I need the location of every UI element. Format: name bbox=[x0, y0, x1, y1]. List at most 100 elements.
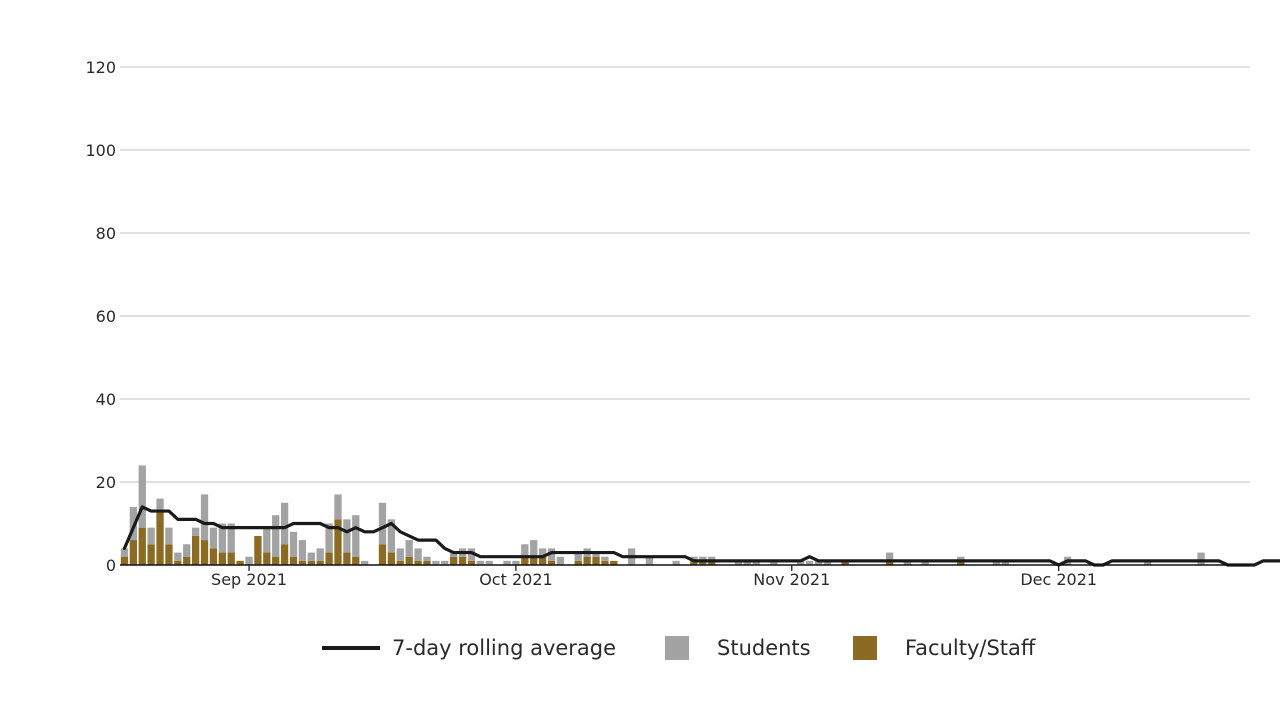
bar-students bbox=[672, 560, 680, 565]
bar-students bbox=[503, 560, 511, 565]
y-tick-label: 80 bbox=[96, 224, 116, 243]
bar-faculty-staff bbox=[325, 552, 333, 565]
bar-students bbox=[361, 560, 369, 565]
bar-faculty-staff bbox=[708, 560, 716, 565]
rolling-average-line-layer bbox=[122, 505, 1280, 567]
bar-faculty-staff bbox=[254, 535, 262, 565]
bar-faculty-staff bbox=[272, 556, 280, 565]
axes: 0 20 40 60 80 100 120 Sep 2021 Oct 2021 Nov 2021 D… bbox=[85, 58, 1250, 589]
bar-students bbox=[814, 560, 823, 565]
bar-faculty-staff bbox=[280, 544, 289, 565]
bar-students bbox=[289, 531, 298, 557]
bar-students bbox=[272, 515, 280, 557]
bar-students bbox=[174, 552, 182, 561]
bar-students bbox=[556, 556, 565, 565]
bar-faculty-staff bbox=[343, 552, 351, 565]
bar-students bbox=[485, 560, 493, 565]
y-tick-label: 60 bbox=[96, 307, 116, 326]
bar-students bbox=[129, 506, 137, 541]
gridlines bbox=[120, 66, 1250, 483]
bar-students bbox=[752, 560, 760, 565]
bar-students bbox=[209, 527, 218, 549]
bar-faculty-staff bbox=[147, 544, 155, 565]
bar-students bbox=[699, 556, 707, 561]
bar-students bbox=[307, 552, 315, 561]
bar-faculty-staff bbox=[467, 560, 476, 565]
bar-students bbox=[245, 556, 253, 565]
bar-students bbox=[156, 498, 164, 512]
bar-students bbox=[405, 540, 413, 557]
bar-students bbox=[280, 502, 289, 545]
bar-faculty-staff bbox=[885, 560, 894, 565]
legend-item-faculty-staff[interactable]: Faculty/Staff bbox=[853, 628, 1035, 668]
bar-students bbox=[218, 523, 226, 553]
bar-students bbox=[521, 544, 529, 557]
x-tick-label: Sep 2021 bbox=[211, 570, 287, 589]
bar-faculty-staff bbox=[530, 556, 538, 565]
bar-students bbox=[378, 502, 387, 545]
bar-students bbox=[450, 552, 458, 557]
bar-students bbox=[352, 515, 360, 557]
bar-faculty-staff bbox=[414, 560, 422, 565]
bar-faculty-staff bbox=[174, 560, 182, 565]
bar-students bbox=[298, 540, 307, 561]
bar-students bbox=[797, 560, 805, 565]
bar-students bbox=[592, 552, 600, 557]
y-tick-label: 0 bbox=[106, 556, 116, 575]
bar-faculty-staff bbox=[236, 560, 244, 565]
bar-students bbox=[708, 556, 716, 561]
x-tick-label: Dec 2021 bbox=[1020, 570, 1097, 589]
bar-faculty-staff bbox=[129, 540, 137, 565]
bar-students bbox=[441, 560, 449, 565]
bar-students bbox=[823, 560, 832, 565]
y-tick-label: 40 bbox=[96, 390, 116, 409]
bar-faculty-staff bbox=[690, 560, 698, 565]
bar-students bbox=[903, 560, 912, 565]
y-tick-label: 20 bbox=[96, 473, 116, 492]
bar-faculty-staff bbox=[521, 556, 529, 565]
bar-faculty-staff bbox=[138, 527, 146, 565]
bar-students bbox=[120, 548, 129, 557]
bar-faculty-staff bbox=[307, 560, 315, 565]
bar-faculty-staff bbox=[227, 552, 235, 565]
bar-students bbox=[538, 548, 547, 557]
legend-item-students[interactable]: Students bbox=[665, 628, 811, 668]
bar-students bbox=[200, 494, 209, 541]
bar-students bbox=[432, 560, 440, 565]
bar-faculty-staff bbox=[120, 556, 129, 565]
bar-faculty-staff bbox=[405, 556, 413, 565]
legend-swatch-line bbox=[322, 646, 380, 650]
bar-faculty-staff bbox=[601, 560, 609, 565]
rolling-average-line bbox=[122, 505, 1280, 567]
legend-label: 7-day rolling average bbox=[392, 636, 617, 660]
legend-label: Faculty/Staff bbox=[905, 636, 1036, 660]
bar-students bbox=[138, 465, 146, 528]
bar-faculty-staff bbox=[183, 556, 191, 565]
bar-students bbox=[601, 556, 609, 561]
bar-students bbox=[574, 552, 582, 561]
bar-faculty-staff bbox=[378, 544, 387, 565]
bar-students bbox=[325, 523, 333, 553]
legend-swatch-students bbox=[665, 636, 689, 660]
bar-students bbox=[512, 560, 520, 565]
bar-students bbox=[423, 556, 431, 561]
bar-faculty-staff bbox=[316, 560, 324, 565]
bar-students bbox=[467, 548, 476, 561]
bar-faculty-staff bbox=[458, 556, 467, 565]
bar-faculty-staff bbox=[165, 544, 173, 565]
bar-students bbox=[957, 556, 965, 561]
bar-faculty-staff bbox=[334, 519, 342, 565]
bar-students bbox=[334, 494, 342, 520]
bar-faculty-staff bbox=[592, 556, 600, 565]
bar-faculty-staff bbox=[610, 560, 618, 565]
bar-students bbox=[343, 519, 351, 553]
bar-students bbox=[770, 560, 778, 565]
bar-students bbox=[191, 527, 200, 536]
bar-faculty-staff bbox=[547, 560, 556, 565]
bar-students bbox=[147, 527, 155, 545]
bar-faculty-staff bbox=[538, 556, 547, 565]
legend-item-rolling-average[interactable]: 7-day rolling average bbox=[322, 628, 616, 668]
bar-faculty-staff bbox=[574, 560, 582, 565]
bar-students bbox=[227, 523, 235, 553]
bar-students bbox=[263, 527, 271, 553]
